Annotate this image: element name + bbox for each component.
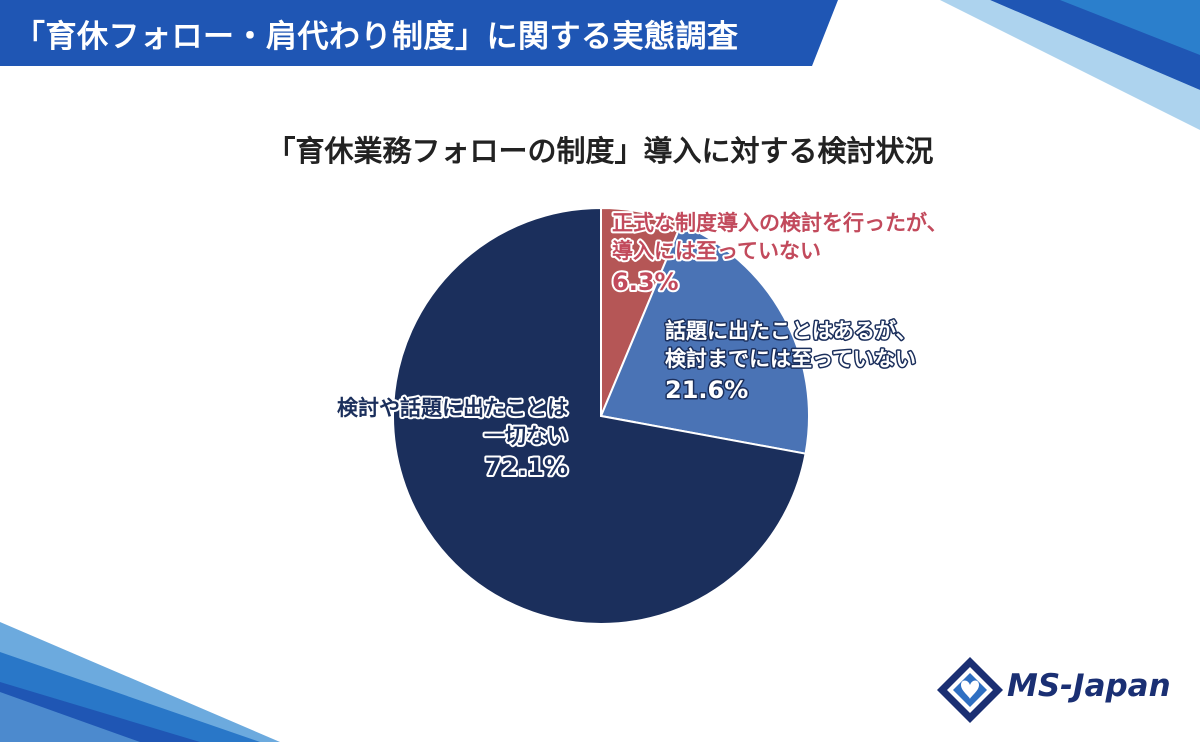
slice-category-label-none: 検討や話題に出たことは [337, 396, 568, 420]
header-title: 「育休フォロー・肩代わり制度」に関する実態調査 [14, 19, 739, 55]
slice-label-considered: 正式な制度導入の検討を行ったが、導入には至っていない 6.3% [610, 209, 950, 298]
pie-slice-none [392, 206, 807, 625]
decorative-stripes-top-right [940, 0, 1200, 130]
chart-title: 「育休業務フォローの制度」導入に対する検討状況 [266, 134, 934, 168]
slice-value-label-considered: 6.3% [612, 268, 679, 296]
slice-category-label-none: 一切ない [484, 424, 568, 448]
slice-value-label-none: 72.1% [485, 453, 568, 481]
slice-category-label-discussed: 話題に出たことはあるが、 [665, 319, 917, 343]
ms-japan-diamond-logo-icon [937, 657, 1003, 723]
slice-value-label-discussed: 21.6% [665, 376, 748, 404]
logo-text: MS-Japan [1007, 668, 1171, 704]
header-banner-shape [0, 0, 838, 66]
decorative-stripes-bottom-left [0, 622, 280, 742]
header-banner: 「育休フォロー・肩代わり制度」に関する実態調査 [0, 0, 838, 66]
slice-category-label-considered: 導入には至っていない [612, 239, 821, 263]
slice-category-label-discussed: 検討までには至っていない [665, 347, 916, 371]
slice-label-discussed: 話題に出たことはあるが、検討までには至っていない 21.6% [664, 318, 919, 406]
pie-slice-discussed [599, 222, 810, 455]
slice-category-label-considered: 正式な制度導入の検討を行ったが、 [612, 211, 948, 235]
